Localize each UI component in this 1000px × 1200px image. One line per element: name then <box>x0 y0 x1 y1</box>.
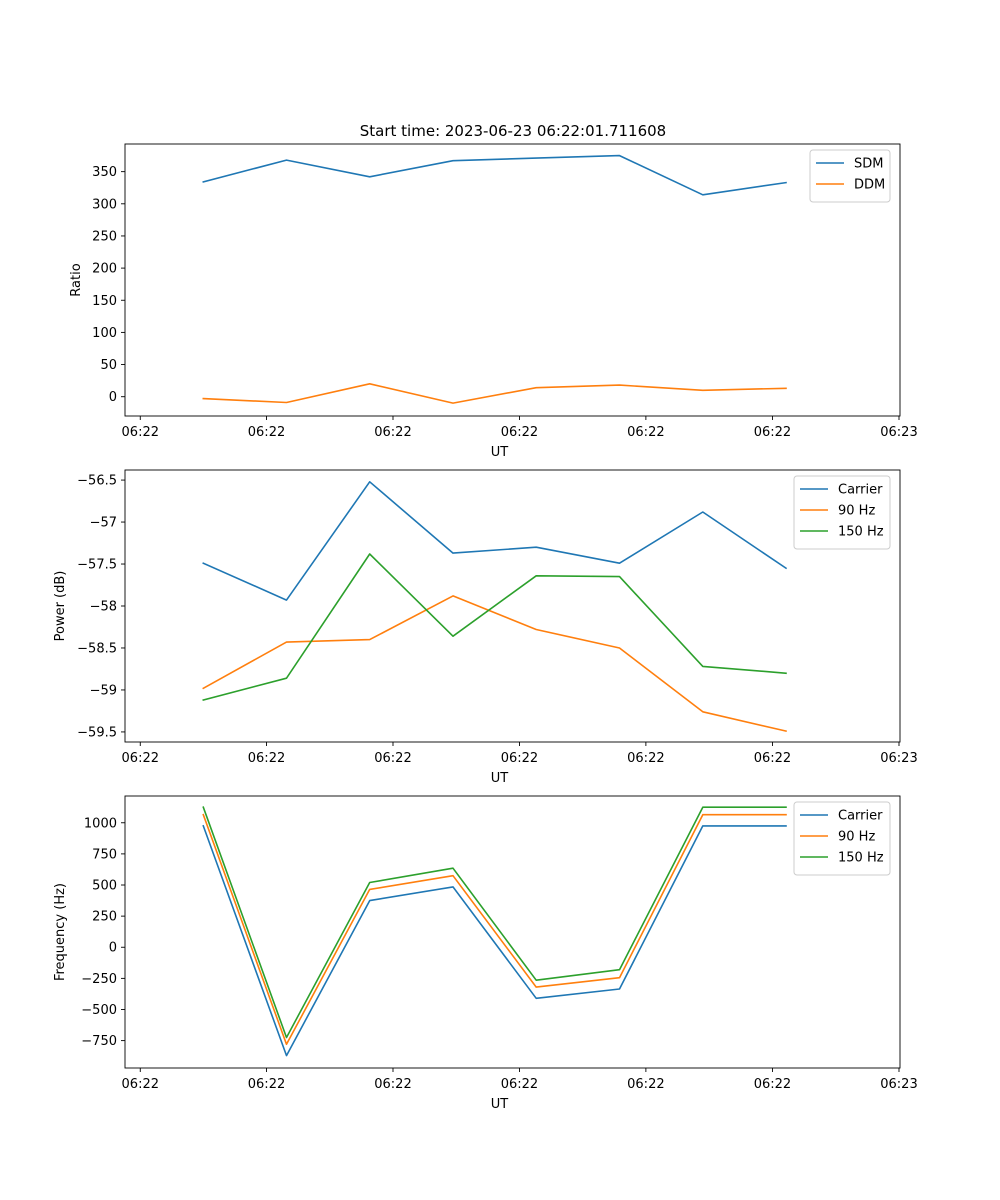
y-tick-label: 350 <box>92 165 117 180</box>
y-tick-label: −57.5 <box>77 558 117 573</box>
x-tick-label: 06:22 <box>627 1077 664 1092</box>
legend: SDM DDM <box>809 149 891 203</box>
x-tick-label: 06:22 <box>248 425 285 440</box>
y-tick-label: −57 <box>90 516 117 531</box>
legend: Carrier 90 Hz 150 Hz <box>793 801 891 876</box>
y-tick-label: 200 <box>92 262 117 277</box>
series-line-sdm <box>202 154 787 196</box>
x-tick-label: 06:22 <box>501 425 538 440</box>
y-tick-label: −500 <box>81 1003 117 1018</box>
x-tick-label: 06:22 <box>374 1077 411 1092</box>
x-tick-label: 06:22 <box>501 1077 538 1092</box>
x-tick-label: 06:22 <box>122 751 159 766</box>
legend-label: Carrier <box>838 483 883 498</box>
y-tick-label: −750 <box>81 1034 117 1049</box>
x-tick-label: 06:22 <box>374 425 411 440</box>
axes-frame <box>124 795 901 1069</box>
series-line-carrier <box>202 824 787 1057</box>
legend-label: 90 Hz <box>838 504 875 519</box>
x-tick-label: 06:23 <box>880 751 917 766</box>
legend: Carrier 90 Hz 150 Hz <box>793 475 891 550</box>
legend-label: 150 Hz <box>838 525 884 540</box>
subplot-2: 06:22 06:22 06:22 06:22 06:22 06:22 06:23 −59.5… <box>53 469 918 786</box>
x-tick-label: 06:22 <box>754 751 791 766</box>
y-tick-label: 100 <box>92 326 117 341</box>
x-tick-label: 06:22 <box>122 1077 159 1092</box>
y-tick-label: 0 <box>109 390 117 405</box>
y-tick-label: −59 <box>90 683 117 698</box>
x-tick-label: 06:23 <box>880 1077 917 1092</box>
series-line-90-hz <box>202 595 787 733</box>
x-tick-label: 06:22 <box>501 751 538 766</box>
legend-label: Carrier <box>838 809 883 824</box>
x-tick-label: 06:22 <box>248 751 285 766</box>
y-tick-label: 1000 <box>84 816 117 831</box>
y-tick-label: −250 <box>81 972 117 987</box>
y-tick-label: 0 <box>109 941 117 956</box>
x-tick-label: 06:22 <box>374 751 411 766</box>
legend-label: SDM <box>854 157 883 172</box>
subplots: 06:22 06:22 06:22 06:22 06:22 06:22 06:23 0 50 10… <box>53 143 918 1112</box>
legend-label: 90 Hz <box>838 830 875 845</box>
x-tick-label: 06:22 <box>627 425 664 440</box>
y-tick-label: −59.5 <box>77 725 117 740</box>
series-line-150-hz <box>202 806 787 1039</box>
x-tick-label: 06:22 <box>248 1077 285 1092</box>
y-axis-label: Frequency (Hz) <box>53 883 68 981</box>
y-tick-label: 500 <box>92 879 117 894</box>
x-tick-label: 06:22 <box>754 1077 791 1092</box>
y-tick-label: −58 <box>90 600 117 615</box>
series-line-carrier <box>202 480 788 601</box>
y-tick-label: 300 <box>92 197 117 212</box>
subplot-3: 06:22 06:22 06:22 06:22 06:22 06:22 06:23 −750 −… <box>53 795 918 1112</box>
chart-title: Start time: 2023-06-23 06:22:01.711608 <box>360 122 666 140</box>
y-axis-label: Power (dB) <box>53 571 68 642</box>
y-tick-label: 50 <box>100 358 117 373</box>
axes-frame <box>124 143 901 417</box>
legend-label: DDM <box>854 178 885 193</box>
y-tick-label: 750 <box>92 847 117 862</box>
y-tick-label: 250 <box>92 910 117 925</box>
x-tick-label: 06:22 <box>122 425 159 440</box>
series-line-150-hz <box>202 553 787 701</box>
subplot-1: 06:22 06:22 06:22 06:22 06:22 06:22 06:23 0 50 10… <box>69 143 918 460</box>
series-line-90-hz <box>202 813 787 1046</box>
x-tick-label: 06:23 <box>880 425 917 440</box>
y-tick-label: −56.5 <box>77 474 117 489</box>
legend-label: 150 Hz <box>838 851 884 866</box>
series-line-ddm <box>202 382 787 404</box>
x-tick-label: 06:22 <box>754 425 791 440</box>
y-tick-label: 250 <box>92 229 117 244</box>
y-tick-label: 150 <box>92 294 117 309</box>
x-axis-label: UT <box>491 445 509 460</box>
y-tick-label: −58.5 <box>77 641 117 656</box>
x-axis-label: UT <box>491 1097 509 1112</box>
x-tick-label: 06:22 <box>627 751 664 766</box>
y-axis-label: Ratio <box>69 263 84 296</box>
x-axis-label: UT <box>491 771 509 786</box>
